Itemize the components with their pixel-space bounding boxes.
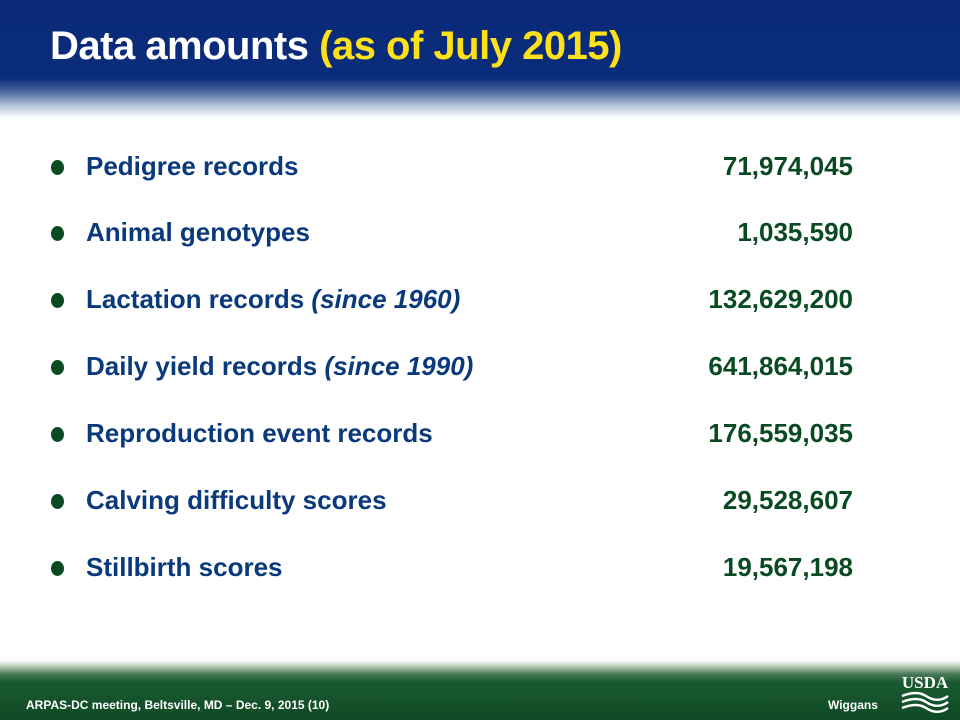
- list-item: Reproduction event records 176,559,035: [0, 415, 960, 455]
- item-label: Animal genotypes: [86, 217, 310, 248]
- item-value: 29,528,607: [722, 485, 853, 515]
- list-item: Pedigree records 71,974,045: [0, 148, 960, 188]
- item-label: Lactation records (since 1960): [86, 284, 460, 315]
- header-band: Data amounts (as of July 2015): [0, 0, 960, 118]
- item-label-text: Calving difficulty scores: [86, 485, 387, 515]
- list-item: Daily yield records (since 1990) 641,864…: [0, 348, 960, 388]
- item-label-text: Animal genotypes: [86, 217, 310, 247]
- item-value: 71,974,045: [722, 151, 853, 181]
- item-label-text: Pedigree records: [86, 151, 299, 181]
- bullet-icon: [51, 160, 64, 175]
- item-label: Calving difficulty scores: [86, 485, 387, 516]
- usda-logo-stripe: [901, 691, 949, 701]
- slide-title: Data amounts (as of July 2015): [50, 24, 622, 69]
- item-value: 132,629,200: [708, 284, 853, 314]
- item-label-text: Stillbirth scores: [86, 552, 283, 582]
- item-note: (since 1960): [311, 284, 461, 314]
- usda-logo-stripe: [901, 697, 949, 707]
- bullet-icon: [51, 293, 64, 308]
- item-note: (since 1990): [324, 351, 474, 381]
- item-label-text: Lactation records: [86, 284, 305, 314]
- usda-logo-text: USDA: [902, 673, 949, 692]
- list-item: Lactation records (since 1960) 132,629,2…: [0, 281, 960, 321]
- item-value: 176,559,035: [708, 418, 853, 448]
- bullet-icon: [51, 226, 64, 241]
- footer-author: Wiggans: [828, 698, 878, 712]
- title-accent: (as of July 2015): [319, 24, 622, 68]
- bullet-icon: [51, 494, 64, 509]
- list-item: Stillbirth scores 19,567,198: [0, 549, 960, 589]
- bullet-icon: [51, 360, 64, 375]
- item-label-text: Daily yield records: [86, 351, 318, 381]
- item-value: 641,864,015: [708, 351, 853, 381]
- item-value: 19,567,198: [722, 552, 853, 582]
- bullet-icon: [51, 427, 64, 442]
- footer-band: ARPAS-DC meeting, Beltsville, MD – Dec. …: [0, 660, 960, 720]
- item-label-text: Reproduction event records: [86, 418, 433, 448]
- item-label: Reproduction event records: [86, 418, 433, 449]
- item-value: 1,035,590: [737, 217, 853, 247]
- footer-meeting-text: ARPAS-DC meeting, Beltsville, MD – Dec. …: [26, 698, 330, 712]
- list-item: Calving difficulty scores 29,528,607: [0, 482, 960, 522]
- usda-logo-stripe: [901, 703, 949, 713]
- item-label: Pedigree records: [86, 151, 298, 182]
- item-label: Stillbirth scores: [86, 552, 283, 583]
- bullet-icon: [51, 561, 64, 576]
- list-item: Animal genotypes 1,035,590: [0, 214, 960, 254]
- title-main: Data amounts: [50, 24, 309, 68]
- item-label: Daily yield records (since 1990): [86, 351, 473, 382]
- usda-logo-icon: USDA: [901, 673, 949, 713]
